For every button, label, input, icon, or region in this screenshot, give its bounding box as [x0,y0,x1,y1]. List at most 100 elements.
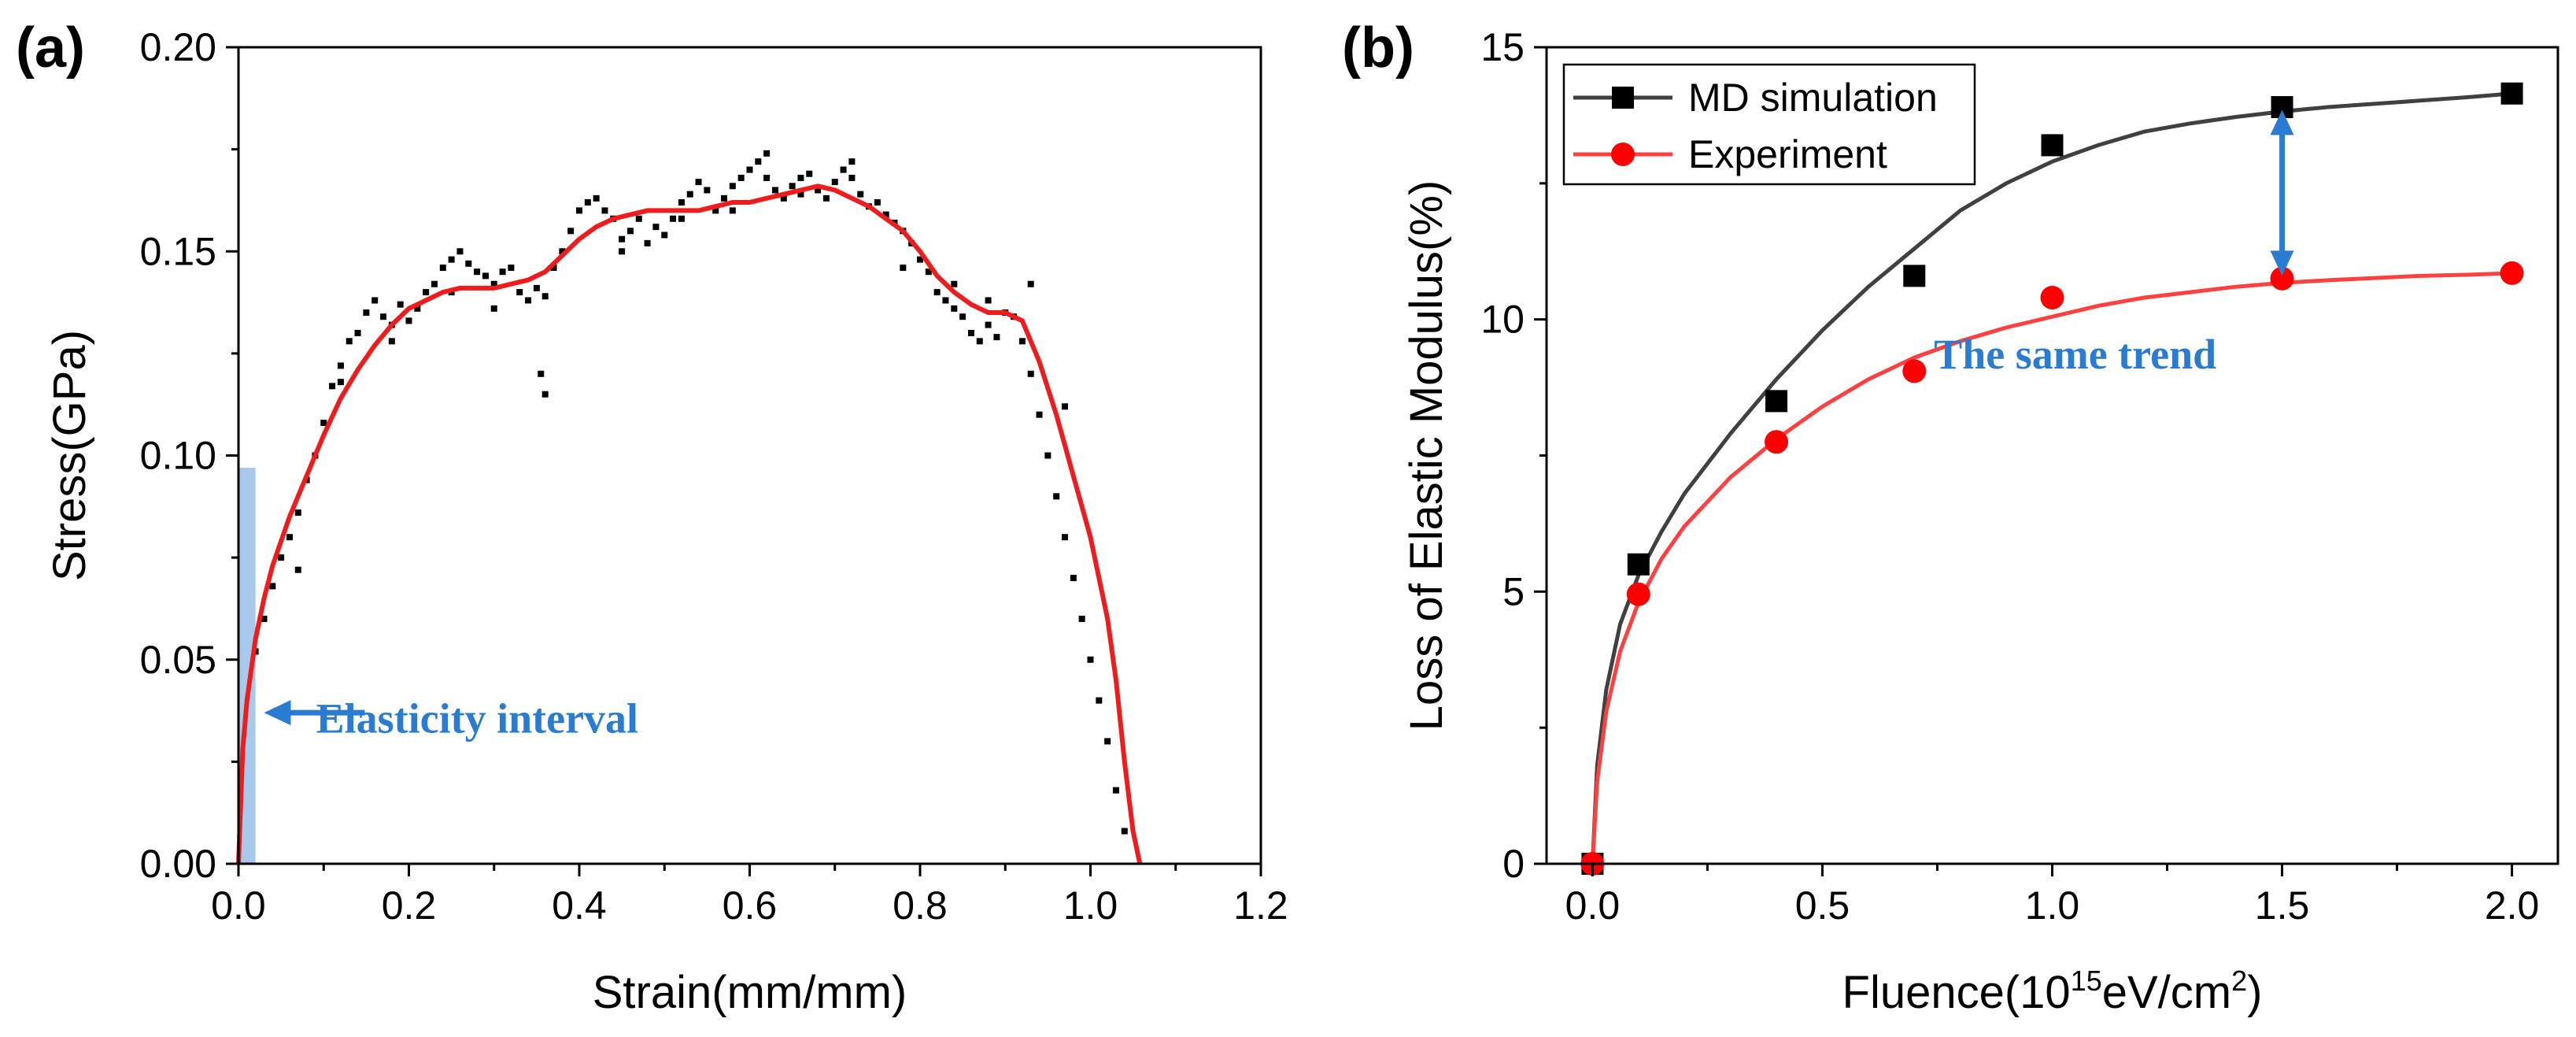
raw-data-point [985,297,992,304]
raw-data-point [959,313,966,320]
double-arrow-head-top [2270,109,2294,135]
double-arrow-head-bottom [2270,250,2294,276]
panel-a-label: (a) [16,17,85,80]
raw-data-point [354,329,361,336]
legend-label: MD simulation [1688,76,1938,120]
raw-data-point [874,199,881,206]
raw-data-point [1018,338,1026,345]
x-tick-label-b: 0.0 [1565,883,1621,928]
raw-data-point [1027,280,1034,287]
raw-data-point [448,256,455,263]
raw-data-point [626,228,634,235]
y-tick-label-a: 0.10 [140,434,216,478]
raw-data-point [985,321,992,328]
raw-data-point [652,224,660,231]
raw-data-point [976,338,983,345]
x-ticks-a: 0.0 0.2 0.4 0.6 0.8 1.0 1.2 [211,864,1288,928]
md-simulation-point [1765,390,1788,413]
raw-data-point [1104,738,1111,745]
raw-data-point [704,187,711,194]
raw-data-point [644,239,651,246]
raw-data-point [967,329,974,336]
x-tick-label-b: 1.5 [2255,883,2310,928]
raw-data-point [516,289,523,296]
raw-data-point [337,379,344,386]
raw-data-point [815,187,822,194]
experiment-point [1902,359,1927,383]
raw-data-point [439,264,446,271]
raw-data-point [550,264,557,271]
raw-data-point [746,166,753,173]
raw-data-point [900,264,907,271]
y-ticks-a: 0.00 0.05 0.10 0.15 0.20 [140,25,238,886]
panel-b-label: (b) [1342,17,1414,80]
x-tick-label-a: 0.2 [382,883,437,928]
raw-data-point [601,207,608,214]
raw-data-point [951,280,958,287]
raw-data-point [269,583,276,590]
raw-data-point [363,309,370,317]
x-tick-label-b: 2.0 [2485,883,2540,928]
legend: MD simulation Experiment [1562,63,1976,186]
x-tick-label-a: 0.4 [552,883,607,928]
raw-data-point [678,215,685,222]
raw-data-point [695,179,702,186]
fitted-curve [236,183,1143,865]
raw-data-point [431,280,438,287]
raw-data-point [678,199,685,206]
raw-data-point [925,269,932,276]
x-tick-label-b: 1.0 [2025,883,2080,928]
x-axis-title-b-part3: ) [2247,967,2262,1018]
raw-data-point [1027,370,1034,377]
panel-a: (a) 0.0 0.2 0.4 0.6 0.8 1.0 1.2 0.000.050.100.… [16,17,1288,1018]
raw-data-point [567,228,575,235]
raw-data-point [278,554,285,561]
raw-data-point [423,289,430,296]
x-ticks-b: 0.0 0.5 1.0 1.5 2.0 [1565,864,2540,928]
x-tick-label-a: 0.6 [723,883,778,928]
raw-data-point [780,194,787,202]
raw-data-point [388,338,395,345]
raw-data-point [848,158,856,165]
raw-data-point [593,194,600,202]
raw-data-point [541,293,549,300]
x-axis-title-b-sup2: 2 [2231,965,2247,997]
legend-label: Experiment [1688,132,1887,176]
raw-data-point [797,174,804,181]
x-axis-title-b-part1: Fluence(10 [1842,967,2071,1018]
experiment-point [1765,430,1789,454]
experiment-point [2500,261,2524,285]
x-axis-title-a: Strain(mm/mm) [593,967,907,1018]
raw-data-point [763,150,771,157]
x-axis-title-b: Fluence(1015eV/cm2) [1842,965,2263,1018]
raw-data-point [380,313,387,320]
raw-data-point [1087,656,1094,663]
y-axis-title-a: Stress(GPa) [44,330,95,581]
x-tick-label-a: 0.8 [893,883,948,928]
raw-data-point [414,305,421,312]
raw-data-point [294,509,301,517]
raw-data-point [789,183,796,190]
raw-data-point [737,174,745,181]
raw-data-point [1121,828,1128,835]
raw-data-point [822,194,830,202]
elasticity-interval-label: Elasticity interval [316,694,638,742]
raw-data-point [840,166,847,173]
raw-data-point [490,305,497,312]
raw-data-point [559,248,566,255]
raw-data-point [1096,697,1103,704]
raw-data-point [619,235,626,243]
raw-data-point [294,566,301,573]
y-tick-label-a: 0.20 [140,25,216,69]
raw-data-point [1070,575,1077,582]
raw-data-point [670,215,677,222]
x-tick-label-b: 0.5 [1795,883,1850,928]
fit-lines-b [1590,91,2512,865]
markers-b [1580,82,2524,876]
md-simulation-point [1903,265,1926,287]
raw-data-point [533,284,540,291]
legend-square-marker [1612,87,1634,109]
raw-data-point [806,170,813,177]
raw-data-point [993,334,1000,341]
md-simulation-point [2500,82,2523,105]
